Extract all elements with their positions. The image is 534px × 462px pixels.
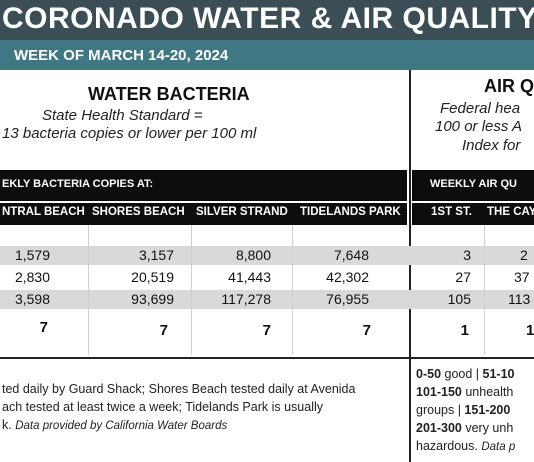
- water-bacteria-heading: WATER BACTERIA: [88, 84, 250, 104]
- col-the-cays: THE CAY: [487, 206, 534, 218]
- panel-divider: [409, 70, 411, 360]
- week-subtitle-bar: WEEK OF MARCH 14-20, 2024: [0, 40, 534, 70]
- water-footnote-line2: ach tested at least twice a week; Tidela…: [2, 400, 323, 414]
- table-cell: 113: [508, 291, 531, 307]
- air-legend-line5: hazardous. Data p: [416, 439, 516, 453]
- table-cell-total: 1: [526, 322, 534, 339]
- footer-panel-divider: [409, 357, 411, 462]
- table-cell-total: 7: [262, 322, 271, 339]
- air-column-header-bar: [412, 203, 534, 225]
- table-cell: 41,443: [228, 269, 271, 285]
- column-separator: [484, 225, 485, 355]
- table-row: [0, 290, 534, 309]
- footer-divider: [0, 357, 534, 359]
- water-footnote-line3: k. Data provided by California Water Boa…: [2, 418, 228, 432]
- table-cell: 2,830: [14, 269, 50, 285]
- water-section-label: EKLY BACTERIA COPIES AT:: [2, 178, 154, 190]
- water-section-bar: [0, 170, 407, 201]
- air-legend-line4: 201-300 very unh: [416, 421, 514, 435]
- table-cell: 27: [455, 269, 471, 285]
- table-cell: 8,800: [235, 247, 271, 263]
- column-separator: [292, 225, 293, 355]
- column-separator: [88, 225, 89, 355]
- air-legend-line3: groups | 151-200: [416, 403, 511, 417]
- table-cell: 3: [463, 247, 471, 263]
- col-1st-st: 1ST ST.: [431, 206, 472, 218]
- water-column-header-bar: [0, 203, 407, 225]
- col-central-beach: NTRAL BEACH: [2, 206, 85, 218]
- page-title-bar: CORONADO WATER & AIR QUALITY R: [0, 0, 534, 40]
- table-cell: 20,519: [131, 269, 174, 285]
- table-cell-total: 7: [39, 319, 48, 336]
- air-quality-heading: AIR Q: [484, 76, 534, 96]
- table-cell: 42,302: [326, 269, 369, 285]
- air-standard-line3: Index for: [462, 137, 521, 154]
- water-footnote-line1: ted daily by Guard Shack; Shores Beach t…: [2, 382, 356, 396]
- air-section-label: WEEKLY AIR QU: [430, 178, 517, 190]
- water-standard-line2: 13 bacteria copies or lower per 100 ml: [2, 125, 257, 142]
- col-shores-beach: SHORES BEACH: [92, 206, 185, 218]
- col-silver-strand: SILVER STRAND: [196, 206, 288, 218]
- water-standard-line1: State Health Standard =: [42, 107, 203, 124]
- air-section-bar: [412, 170, 534, 201]
- table-cell: 3,598: [14, 291, 50, 307]
- table-cell-total: 7: [362, 322, 371, 339]
- table-cell: 105: [447, 291, 471, 307]
- table-cell: 37: [514, 269, 530, 285]
- table-cell: 2: [520, 247, 528, 263]
- page-title: CORONADO WATER & AIR QUALITY R: [2, 2, 534, 35]
- table-cell: 117,278: [221, 291, 271, 307]
- water-footnote-source: Data provided by California Water Boards: [15, 420, 228, 432]
- air-legend-line2: 101-150 unhealth: [416, 385, 514, 399]
- table-cell-total: 1: [460, 322, 469, 339]
- col-tidelands-park: TIDELANDS PARK: [300, 206, 401, 218]
- air-standard-line1: Federal hea: [440, 100, 521, 117]
- table-cell: 76,955: [326, 291, 369, 307]
- air-standard-line2: 100 or less A: [435, 118, 522, 135]
- table-cell: 7,648: [333, 247, 369, 263]
- column-separator: [191, 225, 192, 355]
- table-cell-total: 7: [159, 322, 168, 339]
- air-legend-line1: 0-50 good | 51-10: [416, 367, 515, 381]
- table-cell: 93,699: [131, 291, 174, 307]
- table-cell: 1,579: [14, 247, 50, 263]
- table-cell: 3,157: [138, 247, 174, 263]
- table-row: [0, 246, 534, 265]
- week-subtitle: WEEK OF MARCH 14-20, 2024: [14, 47, 229, 64]
